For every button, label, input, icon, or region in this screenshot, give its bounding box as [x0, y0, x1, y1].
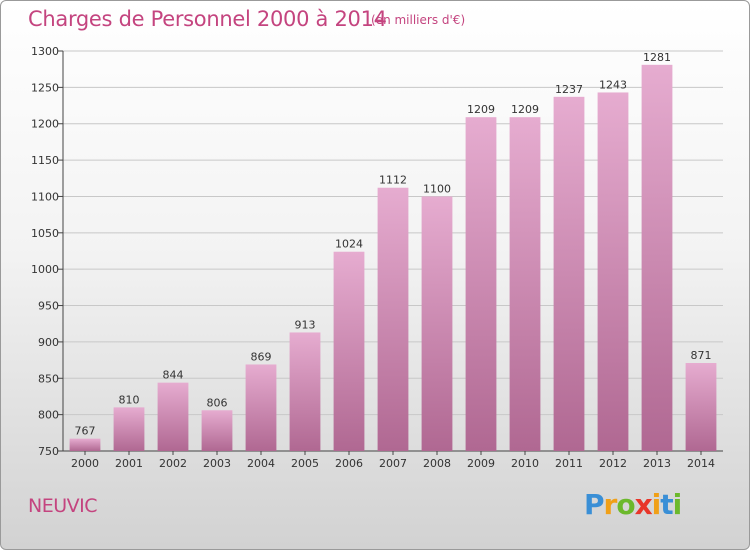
y-tick-label: 850	[38, 372, 59, 385]
bar-value-label: 1237	[555, 83, 583, 96]
x-tick-label: 2009	[467, 457, 495, 470]
chart-title: Charges de Personnel 2000 à 2014	[28, 7, 387, 31]
y-tick-label: 1050	[31, 227, 59, 240]
y-tick-label: 1300	[31, 45, 59, 58]
bar	[201, 410, 233, 451]
x-tick-label: 2004	[247, 457, 275, 470]
logo-letter: i	[672, 488, 683, 521]
logo-letter: o	[616, 488, 635, 521]
bar-value-label: 869	[251, 350, 272, 363]
y-tick-label: 900	[38, 336, 59, 349]
bar	[553, 96, 585, 452]
logo-letter: t	[660, 488, 673, 521]
bar-value-label: 1112	[379, 174, 407, 187]
bar-value-label: 1209	[511, 103, 539, 116]
y-tick-label: 1150	[31, 154, 59, 167]
logo-letter: P	[584, 488, 605, 521]
x-tick-label: 2013	[643, 457, 671, 470]
bar-value-label: 871	[691, 349, 712, 362]
bar-value-label: 767	[75, 425, 96, 438]
bar-value-label: 1209	[467, 103, 495, 116]
bar	[333, 251, 365, 451]
bar-value-label: 806	[207, 396, 228, 409]
logo-letter: r	[603, 488, 618, 521]
bar	[157, 382, 189, 451]
x-tick-label: 2005	[291, 457, 319, 470]
x-tick-label: 2001	[115, 457, 143, 470]
y-tick-label: 750	[38, 445, 59, 458]
logo-letter: x	[634, 488, 653, 521]
x-tick-label: 2012	[599, 457, 627, 470]
bar	[641, 64, 673, 451]
bar	[509, 117, 541, 451]
bar-value-label: 1281	[643, 51, 671, 64]
x-tick-label: 2003	[203, 457, 231, 470]
x-tick-label: 2014	[687, 457, 715, 470]
bar-value-label: 913	[295, 318, 316, 331]
x-tick-label: 2007	[379, 457, 407, 470]
bar-value-label: 1024	[335, 238, 363, 251]
y-tick-label: 1100	[31, 190, 59, 203]
x-tick-label: 2000	[71, 457, 99, 470]
proxiti-logo: Proxiti	[584, 488, 683, 521]
commune-name: NEUVIC	[28, 495, 98, 517]
chart-subtitle: (en milliers d'€)	[371, 13, 466, 27]
y-tick-label: 1250	[31, 81, 59, 94]
x-tick-label: 2011	[555, 457, 583, 470]
y-tick-label: 1200	[31, 118, 59, 131]
x-tick-label: 2010	[511, 457, 539, 470]
bar	[289, 332, 321, 451]
bar	[245, 364, 277, 451]
bar	[69, 438, 101, 451]
y-tick-label: 950	[38, 300, 59, 313]
bar	[597, 92, 629, 452]
bar	[421, 196, 453, 451]
y-tick-label: 1000	[31, 263, 59, 276]
bar-value-label: 844	[163, 369, 184, 382]
bar-value-label: 1100	[423, 182, 451, 195]
bar-value-label: 810	[119, 393, 140, 406]
bar	[377, 187, 409, 451]
bar-value-label: 1243	[599, 78, 627, 91]
bar	[685, 363, 717, 451]
logo-letter: i	[651, 488, 662, 521]
bar	[113, 407, 145, 451]
x-tick-label: 2008	[423, 457, 451, 470]
x-tick-label: 2006	[335, 457, 363, 470]
bar	[465, 117, 497, 451]
y-tick-label: 800	[38, 409, 59, 422]
x-tick-label: 2002	[159, 457, 187, 470]
